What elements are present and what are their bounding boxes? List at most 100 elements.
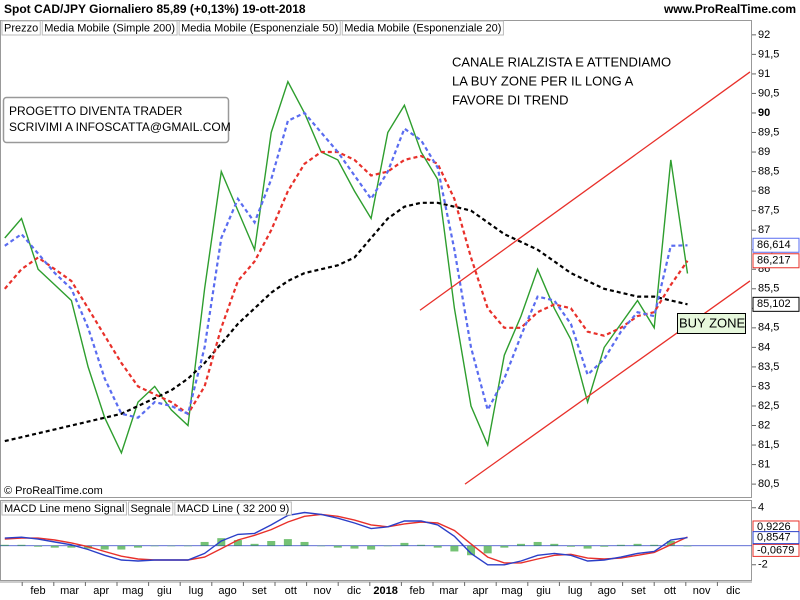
histogram-bar — [250, 543, 259, 546]
legend-box — [1, 20, 41, 36]
y-tick-label: 4 — [758, 502, 764, 514]
y-tick-label: 88 — [758, 185, 770, 197]
x-tick-label: giu — [536, 585, 551, 597]
legend-box — [41, 20, 178, 36]
x-tick-label: ago — [218, 585, 236, 597]
histogram-bar — [367, 545, 376, 550]
y-tick-label: 82,5 — [758, 400, 779, 412]
series-line — [4, 111, 688, 419]
x-tick-label: giu — [157, 585, 172, 597]
legend-box — [178, 20, 341, 36]
x-tick-label: mar — [60, 585, 79, 597]
y-tick-label: 84,5 — [758, 322, 779, 334]
histogram-bar — [283, 539, 292, 546]
y-tick-label: 91 — [758, 68, 770, 80]
macd-line — [4, 511, 688, 566]
histogram-bar — [317, 545, 326, 547]
histogram-bar — [350, 545, 359, 549]
trendline — [419, 71, 751, 311]
x-tick-label: mag — [122, 585, 143, 597]
x-tick-label: dic — [347, 585, 362, 597]
x-tick-label: ott — [285, 585, 297, 597]
histogram-bar — [400, 542, 409, 546]
histogram-bar — [134, 545, 143, 548]
last-value-label: 86,614 — [757, 239, 791, 251]
y-tick-label: 83 — [758, 380, 770, 392]
note: PROGETTO DIVENTA TRADER — [9, 104, 183, 118]
legend-entry: MACD Line ( 32 200 9) — [177, 503, 290, 515]
y-tick-label: 83,5 — [758, 361, 779, 373]
histogram-bar — [0, 544, 9, 546]
histogram-bar — [333, 545, 342, 548]
buy-zone-box — [677, 313, 746, 334]
legend-entry: Media Mobile (Simple 200) — [44, 22, 175, 34]
last-value-label: 0,9226 — [757, 521, 791, 533]
series-line — [4, 79, 689, 455]
histogram-bar — [666, 541, 675, 546]
histogram-bar — [117, 545, 126, 550]
histogram-bar — [600, 545, 609, 547]
histogram-bar — [100, 545, 109, 550]
y-tick-label: -2 — [758, 559, 768, 571]
y-tick-label: 85,5 — [758, 283, 779, 295]
histogram-bar — [17, 544, 26, 546]
legend-entry: MACD Line meno Signal — [4, 503, 124, 515]
y-tick-label: 84 — [758, 341, 770, 353]
histogram-bar — [683, 545, 692, 547]
histogram-bar — [300, 541, 309, 546]
buy-zone-label: BUY ZONE — [679, 315, 746, 330]
y-tick-label: 92 — [758, 29, 770, 41]
chart-header: Spot CAD/JPY Giornaliero 85,89 (+0,13%) … — [4, 2, 306, 16]
histogram-bar — [467, 545, 476, 556]
histogram-bar — [183, 545, 192, 547]
histogram-bar — [150, 545, 159, 547]
x-tick-label: lug — [568, 585, 583, 597]
y-tick-label: 88,5 — [758, 165, 779, 177]
histogram-bar — [616, 544, 625, 546]
legend-box — [341, 20, 504, 36]
histogram-bar — [267, 541, 276, 546]
y-tick-label: 87,5 — [758, 205, 779, 217]
y-tick-label: 90 — [758, 107, 770, 119]
x-tick-label: set — [252, 585, 267, 597]
histogram-bar — [450, 545, 459, 552]
note-box — [2, 96, 230, 144]
annotation: FAVORE DI TREND — [452, 92, 569, 107]
last-value-box — [752, 253, 800, 269]
y-tick-label: 82 — [758, 419, 770, 431]
histogram-bar — [167, 545, 176, 547]
histogram-bar — [200, 541, 209, 546]
x-tick-label: dic — [726, 585, 741, 597]
histogram-bar — [550, 543, 559, 546]
legend-entry: Media Mobile (Esponenziale 50) — [181, 22, 338, 34]
legend-entry: Prezzo — [4, 22, 38, 34]
site: www.ProRealTime.com — [663, 2, 796, 16]
annotation: LA BUY ZONE PER IL LONG A — [452, 73, 634, 88]
histogram-bar — [583, 545, 592, 549]
x-tick-label: feb — [410, 585, 425, 597]
note: SCRIVIMI A INFOSCATTA@GMAIL.COM — [9, 120, 231, 134]
histogram-bar — [50, 545, 59, 548]
y-tick-label: 87 — [758, 224, 770, 236]
last-value-label: -0,0679 — [757, 544, 794, 556]
histogram-bar — [217, 538, 226, 546]
x-tick-label: mar — [439, 585, 458, 597]
y-tick-label: 91,5 — [758, 48, 779, 60]
histogram-bar — [516, 543, 525, 546]
histogram-bar — [500, 545, 509, 548]
histogram-bar — [650, 544, 659, 546]
annotations — [2, 96, 746, 334]
last-value-label: 86,217 — [757, 255, 791, 267]
last-value-box — [752, 531, 800, 545]
y-tick-label: 80,5 — [758, 478, 779, 490]
histogram-bar — [633, 543, 642, 546]
macd-frame — [0, 500, 752, 581]
x-tick-label: apr — [93, 585, 109, 597]
x-tick-label: 2018 — [373, 585, 397, 597]
x-tick-label: nov — [693, 585, 711, 597]
legend-entry: Media Mobile (Esponenziale 20) — [344, 22, 501, 34]
series-line — [3, 150, 689, 416]
legend-box — [127, 501, 174, 516]
x-tick-label: set — [631, 585, 646, 597]
copyright: © ProRealTime.com — [4, 485, 103, 497]
